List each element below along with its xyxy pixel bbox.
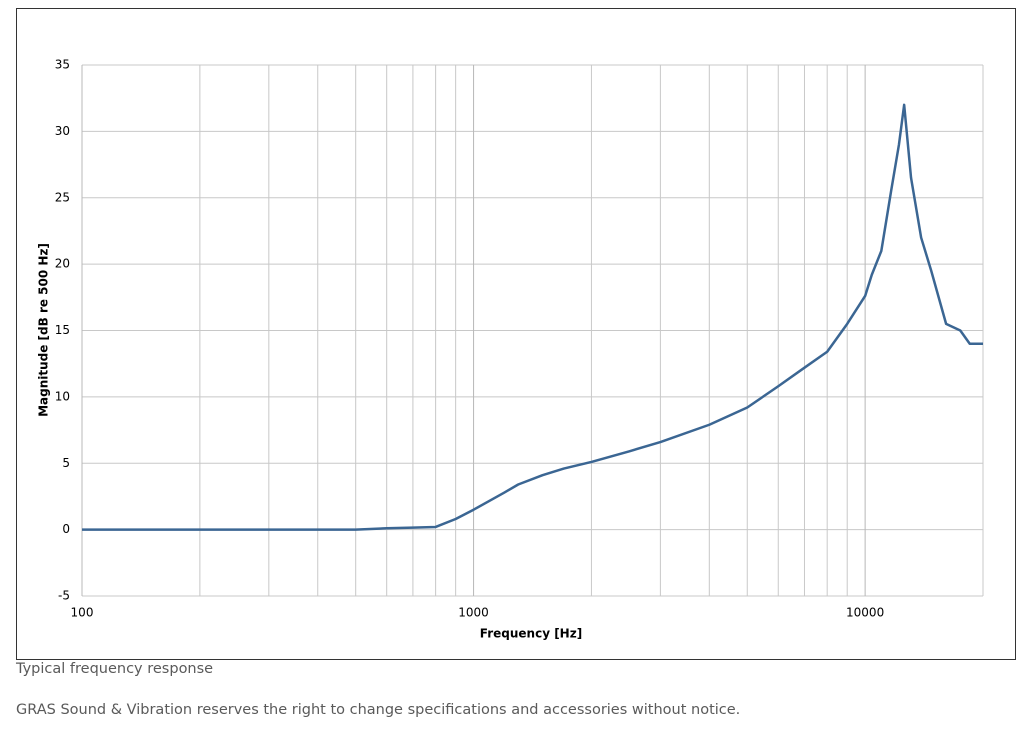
y-tick-label: 30 (55, 124, 70, 138)
y-tick-label: 35 (55, 58, 70, 72)
chart-frame (16, 8, 1016, 660)
x-tick-label: 1000 (458, 606, 489, 620)
y-tick-label: 0 (62, 522, 70, 536)
y-tick-label: -5 (58, 589, 70, 603)
y-tick-label: 10 (55, 389, 70, 403)
caption: Typical frequency response (16, 661, 214, 677)
x-axis-title: Frequency [Hz] (480, 627, 582, 641)
y-tick-label: 15 (55, 323, 70, 337)
y-tick-label: 25 (55, 190, 70, 204)
data-line (82, 103, 983, 531)
y-tick-label: 5 (62, 456, 70, 470)
y-axis-title: Magnitude [dB re 500 Hz] (37, 243, 51, 417)
y-tick-label: 20 (55, 257, 70, 271)
notice: GRAS Sound & Vibration reserves the righ… (16, 702, 741, 718)
x-tick-label: 100 (71, 606, 94, 620)
chart: Frequency [Hz] Magnitude [dB re 500 Hz] … (16, 8, 1016, 660)
x-tick-label: 10000 (846, 606, 884, 620)
